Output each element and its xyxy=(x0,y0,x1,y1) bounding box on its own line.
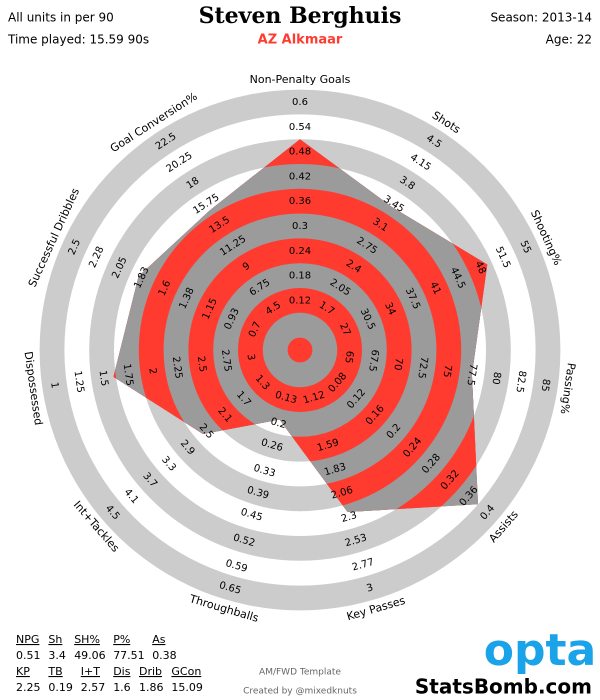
table-header: Dis xyxy=(113,665,131,678)
tick-label: 77.5 xyxy=(464,363,478,387)
tick-label: 1.5 xyxy=(97,370,110,387)
tick-label: 41 xyxy=(427,280,442,296)
tick-label: 72.5 xyxy=(415,356,429,380)
ring-highlight xyxy=(287,337,313,363)
tick-label: 0.54 xyxy=(289,122,311,133)
tick-label: 1 xyxy=(48,381,60,389)
tick-label: 70 xyxy=(391,357,404,371)
tick-label: 0.24 xyxy=(289,246,311,257)
tick-label: 2.75 xyxy=(219,349,233,373)
table-value: 2.25 xyxy=(16,681,41,694)
table-value: 0.19 xyxy=(48,681,73,694)
table-header: NPG xyxy=(16,633,39,646)
tick-label: 65 xyxy=(342,350,355,364)
stats-table: NPG 0.51 Sh 3.4 SH% 49.06 P% 77.51 As 0.38 KP 2.25 T… xyxy=(16,633,203,694)
tick-label: 3 xyxy=(365,582,374,594)
table-header: SH% xyxy=(74,633,100,646)
tick-label: 48 xyxy=(472,260,487,276)
tick-label: 75 xyxy=(440,364,453,378)
tick-label: 2 xyxy=(146,367,158,375)
tick-label: 0.6 xyxy=(292,97,308,108)
logo: opta xyxy=(484,625,596,676)
tick-label: 0.12 xyxy=(289,295,311,306)
table-header: GCon xyxy=(171,665,201,678)
axis-label: Non-Penalty Goals xyxy=(250,73,351,86)
tick-label: 9 xyxy=(241,261,252,274)
tick-label: 85 xyxy=(539,378,552,392)
tick-label: 0.3 xyxy=(292,221,308,232)
tick-label: 0.36 xyxy=(289,196,311,207)
table-header: Drib xyxy=(139,665,162,678)
tick-label: 82.5 xyxy=(513,370,527,394)
table-value: 0.38 xyxy=(152,649,177,662)
table-value: 77.51 xyxy=(113,649,145,662)
tick-label: 55 xyxy=(517,239,532,255)
table-header: I+T xyxy=(81,665,100,678)
chart-subtitle: AZ Alkmaar xyxy=(258,33,343,48)
credit: Created by @mixedknuts xyxy=(243,687,357,697)
table-value: 0.51 xyxy=(16,649,41,662)
tick-label: 0.18 xyxy=(289,271,311,282)
tick-label: 0.2 xyxy=(269,416,287,431)
table-value: 3.4 xyxy=(48,649,66,662)
tick-label: 80 xyxy=(490,371,503,385)
table-value: 15.09 xyxy=(171,681,203,694)
template-note: AM/FWD Template xyxy=(259,668,341,678)
tick-label: 67.5 xyxy=(366,349,380,373)
age: Age: 22 xyxy=(546,33,592,47)
axis-label: Passing% xyxy=(558,362,578,415)
tick-label: 2.3 xyxy=(340,510,358,525)
tick-label: 3 xyxy=(245,353,257,361)
tick-label: 0.42 xyxy=(289,171,311,182)
table-value: 1.6 xyxy=(113,681,131,694)
tick-label: 27 xyxy=(337,322,352,338)
table-value: 1.86 xyxy=(139,681,164,694)
tick-label: 1.25 xyxy=(72,370,86,394)
tick-label: 2.25 xyxy=(170,356,184,380)
units-note: All units in per 90 xyxy=(8,11,114,25)
table-header: TB xyxy=(47,665,62,678)
tick-label: 34 xyxy=(382,301,397,317)
table-value: 49.06 xyxy=(74,649,106,662)
site: StatsBomb.com xyxy=(415,675,592,699)
chart-title: Steven Berghuis xyxy=(199,3,402,29)
table-header: KP xyxy=(16,665,30,678)
table-header: Sh xyxy=(48,633,62,646)
tick-label: 1.75 xyxy=(121,363,135,387)
time-note: Time played: 15.59 90s xyxy=(7,33,149,47)
season: Season: 2013-14 xyxy=(490,11,592,25)
table-header: As xyxy=(152,633,166,646)
table-header: P% xyxy=(113,633,130,646)
table-value: 2.57 xyxy=(81,681,106,694)
tick-label: 0.48 xyxy=(289,147,311,158)
tick-label: 2.5 xyxy=(195,356,208,373)
